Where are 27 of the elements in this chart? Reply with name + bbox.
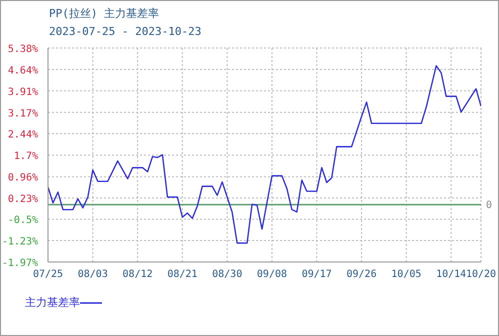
x-tick-label: 08/03 bbox=[78, 269, 108, 280]
chart-title: PP(拉丝) 主力基差率 bbox=[49, 6, 160, 21]
x-tick-label: 10/05 bbox=[391, 269, 422, 280]
chart-subtitle: 2023-07-25 - 2023-10-23 bbox=[49, 25, 202, 38]
x-tick-label: 08/30 bbox=[212, 269, 242, 280]
y-tick-label: -0.5% bbox=[8, 215, 38, 226]
x-tick-label: 08/12 bbox=[122, 269, 153, 280]
x-tick-label: 09/08 bbox=[256, 269, 288, 280]
x-tick-label: 08/21 bbox=[167, 269, 198, 280]
x-tick-label: 10/14 bbox=[436, 269, 466, 280]
line-series bbox=[48, 65, 481, 244]
x-tick-label: 10/20 bbox=[466, 269, 496, 280]
y-tick-label: 1.7% bbox=[14, 151, 38, 162]
y-tick-label: 4.64% bbox=[8, 66, 38, 77]
y-tick-label: 0.23% bbox=[8, 194, 38, 205]
x-tick-label: 07/25 bbox=[32, 269, 64, 280]
ref-line-label: 0 bbox=[486, 200, 492, 212]
x-tick-label: 09/17 bbox=[302, 269, 332, 280]
y-tick-label: 3.17% bbox=[8, 108, 38, 120]
legend-label: 主力基差率 bbox=[25, 295, 80, 310]
y-tick-label: -1.97% bbox=[2, 258, 38, 269]
y-tick-label: 3.91% bbox=[8, 86, 38, 98]
y-tick-label: 0.96% bbox=[8, 172, 38, 184]
y-tick-label: 2.44% bbox=[8, 130, 38, 141]
y-tick-label: -1.23% bbox=[2, 236, 38, 248]
y-tick-label: 5.38% bbox=[8, 44, 38, 55]
x-tick-label: 09/26 bbox=[346, 269, 377, 280]
